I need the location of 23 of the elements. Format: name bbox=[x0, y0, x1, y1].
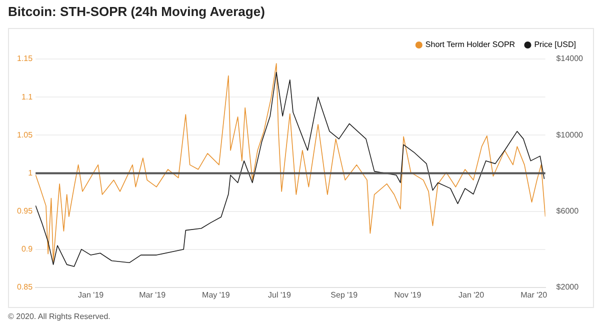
x-tick-label: Jan '19 bbox=[78, 290, 104, 300]
legend-label: Price [USD] bbox=[534, 40, 576, 50]
x-tick-label: Nov '19 bbox=[394, 290, 422, 300]
x-tick-label: Jul '19 bbox=[268, 290, 292, 300]
y-tick-label: 1.05 bbox=[16, 130, 34, 140]
y-tick-label: 0.9 bbox=[21, 244, 34, 254]
y2-tick-label: $14000 bbox=[556, 54, 584, 64]
text: © 2020. All Rights Reserved. bbox=[8, 312, 110, 321]
y-tick-label: 1.1 bbox=[21, 92, 34, 102]
x-tick-label: Mar '19 bbox=[139, 290, 166, 300]
y-tick-label: 1 bbox=[28, 168, 34, 178]
y2-tick-label: $6000 bbox=[556, 206, 580, 216]
y2-tick-label: $10000 bbox=[556, 130, 584, 140]
legend-label: Short Term Holder SOPR bbox=[425, 40, 516, 50]
y-tick-label: 0.95 bbox=[16, 206, 34, 216]
chart-title: Bitcoin: STH-SOPR (24h Moving Average) bbox=[8, 4, 265, 19]
y2-tick-label: $2000 bbox=[556, 282, 580, 292]
y-tick-label: 0.85 bbox=[16, 282, 34, 292]
x-tick-label: Jan '20 bbox=[458, 290, 485, 300]
x-tick-label: Sep '19 bbox=[330, 290, 358, 300]
y-tick-label: 1.15 bbox=[16, 54, 34, 64]
x-tick-label: Mar '20 bbox=[520, 290, 548, 300]
x-tick-label: May '19 bbox=[202, 290, 230, 300]
